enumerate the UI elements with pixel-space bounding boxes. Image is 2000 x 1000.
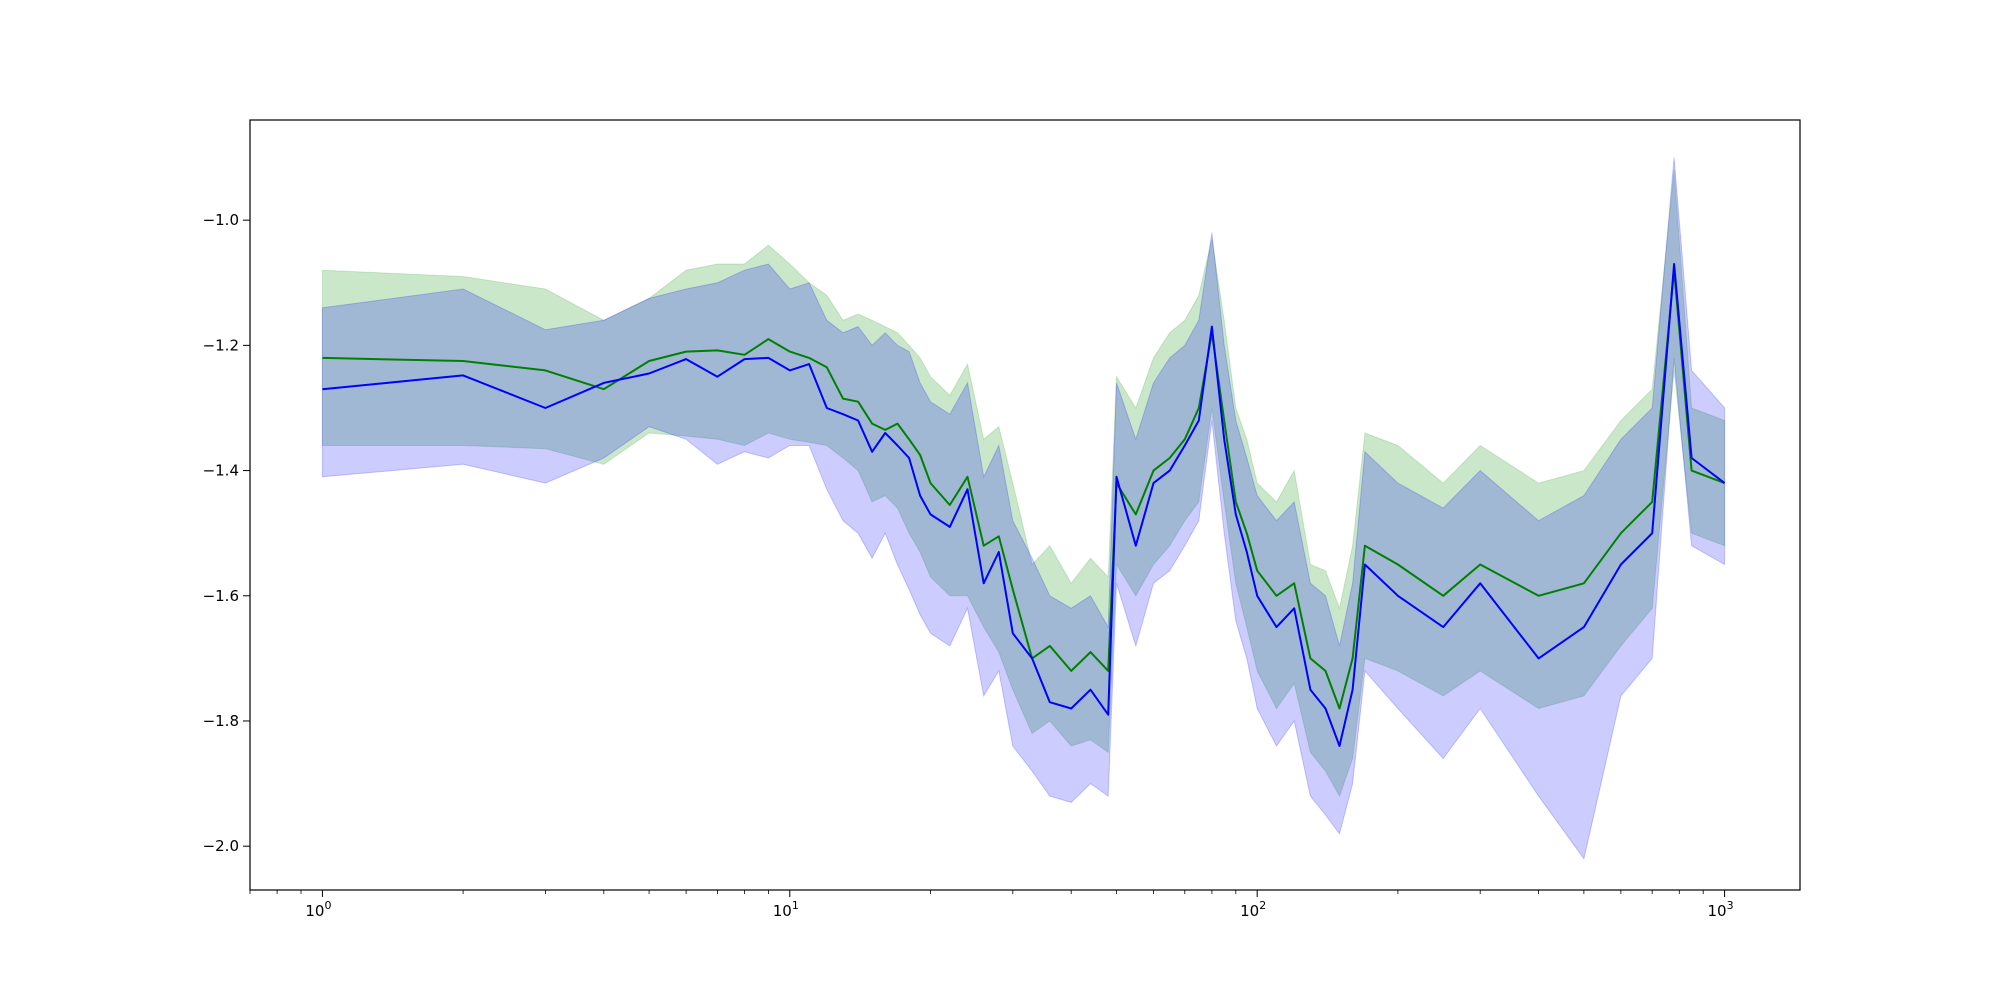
y-tick-label: −1.2 [203, 336, 239, 354]
series-2-band [321, 157, 1726, 860]
x-tick-label: 103 [1708, 899, 1734, 920]
series-1-line [322, 269, 1725, 710]
plot-area-frame [249, 119, 1801, 891]
series-lines [322, 263, 1726, 747]
y-tick-label: −2.0 [203, 837, 239, 855]
y-tick-label: −1.6 [203, 587, 239, 605]
x-tick-label: 102 [1240, 899, 1266, 920]
series-2-line [322, 263, 1726, 747]
x-axis: 100 101 102 103 [249, 890, 1734, 920]
x-tick-label: 100 [305, 899, 331, 920]
y-axis: −2.0 −1.8 −1.6 −1.4 −1.2 −1.0 [203, 211, 250, 855]
y-tick-label: −1.0 [203, 211, 239, 229]
x-tick-label: 101 [773, 899, 799, 920]
series-1-band [321, 170, 1726, 798]
y-tick-label: −1.4 [203, 462, 239, 480]
y-tick-label: −1.8 [203, 712, 239, 730]
confidence-bands [321, 157, 1726, 860]
